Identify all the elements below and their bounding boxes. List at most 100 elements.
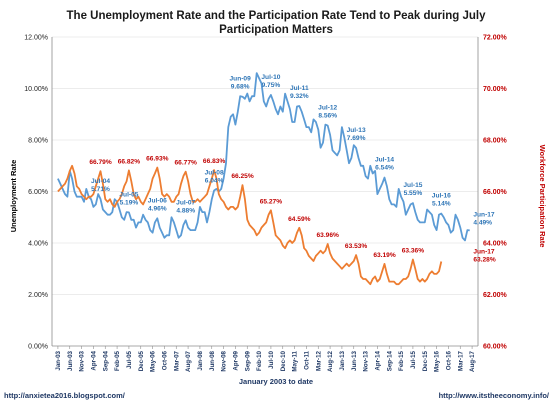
chart-title: The Unemployment Rate and the Participat…: [67, 10, 487, 22]
x-tick-label: Mar-07: [173, 350, 180, 371]
annotation-value: 7.69%: [347, 135, 366, 142]
x-tick-label: Jun-03: [67, 350, 74, 371]
left-tick-label: 12.00%: [24, 35, 48, 42]
source-left: http://anxietea2016.blogspot.com/: [4, 391, 126, 400]
x-tick-label: Sep-14: [386, 350, 393, 371]
right-tick-label: 72.00%: [483, 35, 508, 42]
x-tick-label: Jul-15: [410, 350, 417, 368]
x-tick-label: Nov-13: [363, 350, 370, 371]
x-tick-label: Dec-15: [422, 350, 429, 371]
annotation-month: Jul-05: [119, 191, 138, 198]
source-right: http://www.itstheeconomy.info/: [439, 391, 550, 400]
annotation-month: Jul-06: [148, 197, 167, 204]
x-tick-label: Sep-09: [244, 350, 251, 371]
x-tick-label: Mar-12: [315, 350, 322, 371]
annotation-value: 66.83%: [203, 158, 226, 165]
annotation-value: 66.79%: [89, 159, 112, 166]
annotation-value: 63.19%: [373, 252, 396, 259]
right-tick-label: 60.00%: [483, 344, 508, 351]
x-tick-label: Nov-08: [221, 350, 228, 371]
x-tick-label: Nov-03: [79, 350, 86, 371]
annotation-month: Jul-13: [347, 127, 366, 134]
x-tick-label: Apr-14: [374, 350, 381, 370]
x-tick-label: Oct-11: [303, 350, 310, 369]
annotation-value: 4.88%: [176, 207, 195, 214]
x-tick-label: Aug-07: [185, 350, 192, 372]
annotation-value: 4.49%: [473, 219, 492, 226]
x-tick-label: May-06: [150, 350, 157, 372]
annotation-value: 6.04%: [205, 177, 224, 184]
annotation-value: 9.32%: [290, 93, 309, 100]
annotation-month: Jun-17: [473, 249, 495, 256]
annotation-value: 5.55%: [404, 190, 423, 197]
unemployment-rate-line: [57, 72, 470, 242]
left-axis-ticks: 0.00% 2.00% 4.00% 6.00% 8.00% 10.00% 12.00%: [24, 35, 48, 351]
right-tick-label: 70.00%: [483, 86, 508, 93]
annotation-month: Jun-09: [230, 76, 252, 83]
x-tick-label: Jul-05: [126, 350, 133, 368]
data-annotations: Jul-045.71%Jul-055.19% Jul-064.96%Jul-074…: [89, 74, 496, 264]
left-tick-label: 2.00%: [28, 292, 48, 299]
annotation-month: Jul-15: [403, 182, 422, 189]
annotation-month: Jul-10: [261, 74, 280, 81]
left-tick-label: 10.00%: [24, 86, 48, 93]
x-tick-label: Dec-05: [138, 350, 145, 371]
x-tick-label: Jan-13: [339, 350, 346, 370]
annotation-value: 5.71%: [91, 186, 110, 193]
annotation-value: 64.59%: [288, 216, 311, 223]
series-lines: [57, 72, 470, 286]
annotation-month: Jul-16: [432, 193, 451, 200]
right-axis-label: Workforce Participation Rate: [538, 145, 547, 248]
chart-subtitle: Participation Matters: [219, 24, 333, 36]
annotation-month: Jul-11: [290, 85, 309, 92]
right-tick-label: 62.00%: [483, 292, 508, 299]
right-axis-ticks: 60.00% 62.00% 64.00% 66.00% 68.00% 70.00% 72.0…: [483, 35, 508, 351]
annotation-value: 66.25%: [231, 173, 254, 180]
annotation-value: 63.96%: [317, 232, 340, 239]
x-tick-label: May-16: [434, 350, 441, 372]
x-tick-label: May-11: [292, 350, 299, 371]
right-tick-label: 66.00%: [483, 189, 508, 196]
x-tick-label: Jan-03: [55, 350, 62, 370]
x-tick-label: Apr-04: [90, 350, 97, 370]
annotation-value: 65.27%: [260, 198, 283, 205]
annotation-value: 4.96%: [148, 205, 167, 212]
x-tick-label: Aug-12: [327, 350, 334, 372]
x-tick-label: Oct-06: [161, 350, 168, 370]
annotation-value: 66.93%: [146, 156, 169, 163]
x-axis-label: January 2003 to date: [239, 377, 313, 386]
x-tick-label: Feb-10: [256, 350, 263, 371]
annotation-month: Jul-12: [318, 105, 337, 112]
annotation-value: 9.75%: [262, 82, 281, 89]
annotation-value: 5.14%: [432, 201, 451, 208]
x-tick-label: Jun-13: [351, 350, 358, 371]
left-tick-label: 0.00%: [28, 344, 48, 351]
x-tick-label: Feb-15: [398, 350, 405, 371]
annotation-month: Jul-07: [176, 199, 195, 206]
annotation-value: 63.28%: [473, 257, 496, 264]
right-tick-label: 68.00%: [483, 138, 508, 145]
x-tick-label: Aug-17: [469, 350, 476, 372]
left-tick-label: 8.00%: [28, 138, 48, 145]
x-tick-label: Sep-04: [102, 350, 109, 371]
annotation-value: 6.54%: [375, 165, 394, 172]
annotation-value: 9.68%: [231, 84, 250, 91]
annotation-month: Jul-08: [205, 169, 224, 176]
annotation-value: 63.53%: [345, 243, 368, 250]
x-axis-ticks: Jan-03 Jun-03 Nov-03 Apr-04 Sep-04 Feb-05 Jul-…: [55, 346, 476, 372]
annotation-month: Jul-04: [91, 178, 110, 185]
participation-rate-line: [57, 164, 443, 286]
x-tick-label: Jan-08: [197, 350, 204, 370]
x-tick-label: Dec-10: [280, 350, 287, 371]
x-tick-label: Apr-09: [232, 350, 239, 370]
x-tick-label: Mar-17: [457, 350, 464, 371]
x-tick-label: Jun-08: [209, 350, 216, 371]
annotation-value: 66.82%: [118, 158, 141, 165]
left-tick-label: 4.00%: [28, 241, 48, 248]
annotation-month: Jun-17: [473, 211, 495, 218]
annotation-month: Jul-14: [375, 157, 394, 164]
right-tick-label: 64.00%: [483, 241, 508, 248]
annotation-value: 66.77%: [175, 160, 198, 167]
annotation-value: 8.56%: [318, 113, 337, 120]
